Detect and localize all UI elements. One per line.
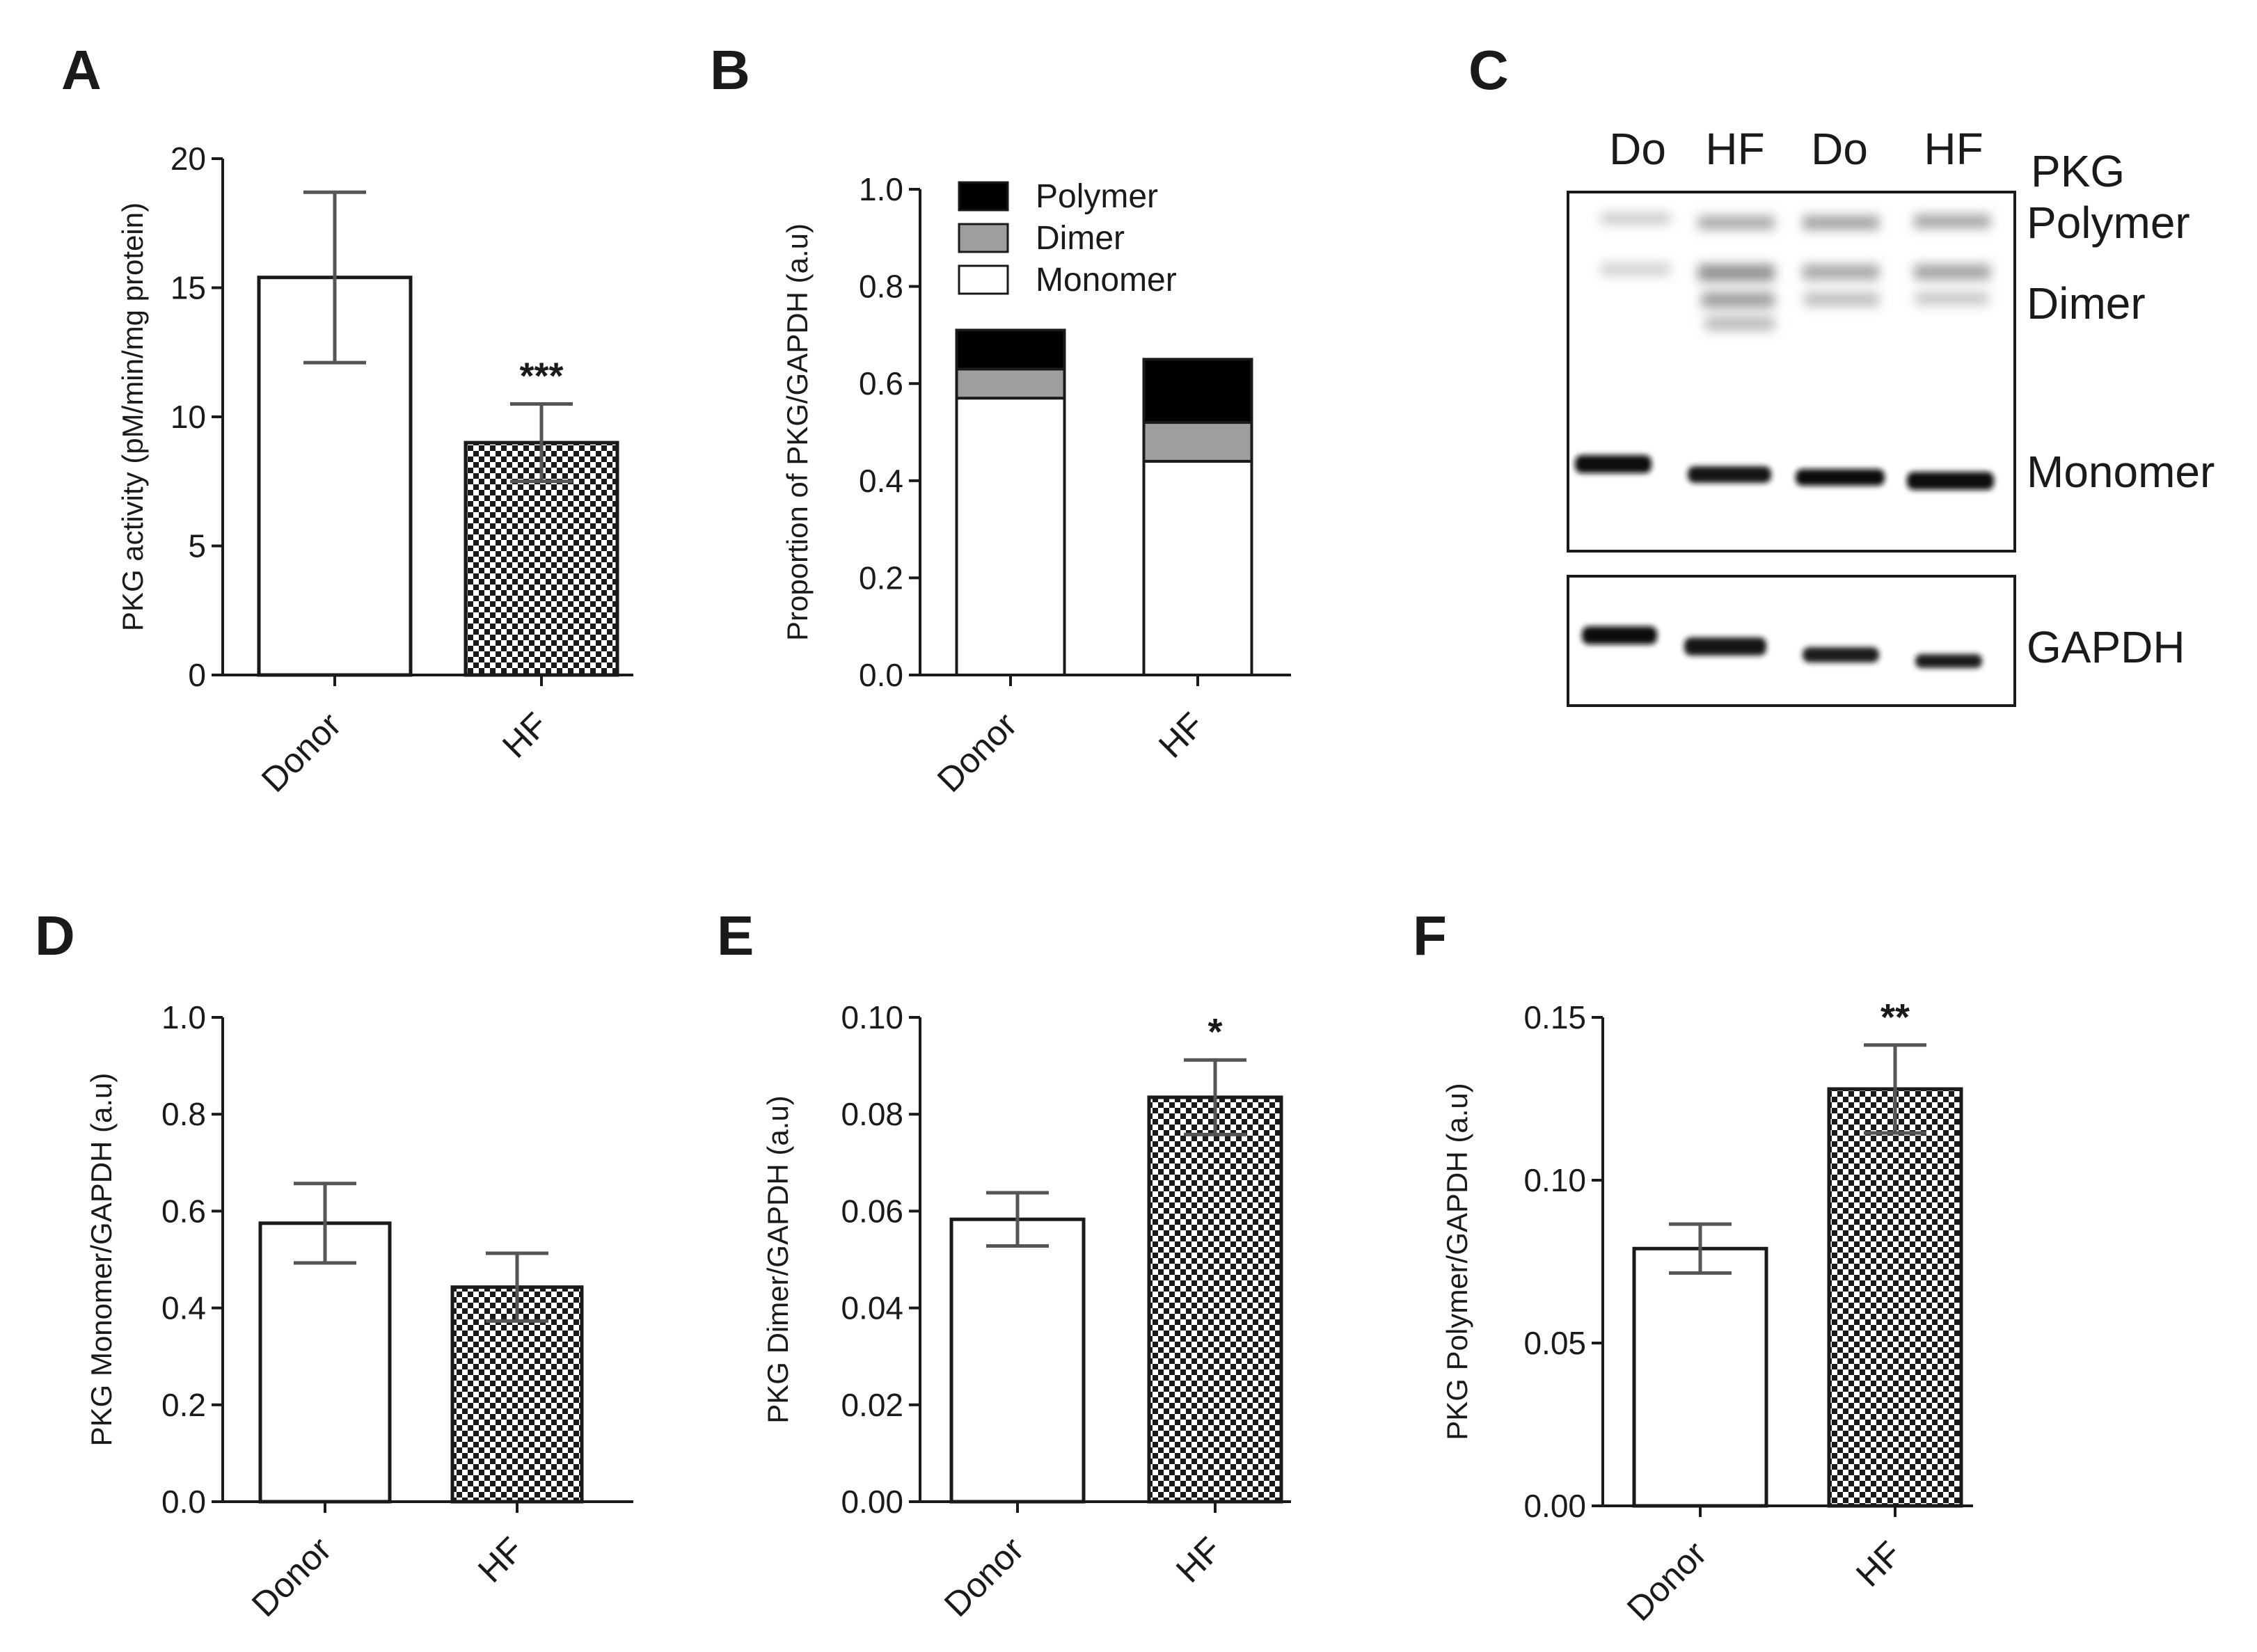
y-tick-label: 0.00	[841, 1484, 903, 1520]
lane-label-1: Do	[1609, 124, 1666, 174]
y-tick-label: 0.10	[841, 999, 903, 1035]
segment-monomer-donor	[955, 397, 1066, 676]
y-tick-label: 0.05	[1523, 1325, 1586, 1361]
y-tick-label: 0.0	[161, 1484, 206, 1520]
y-tick-label: 0.2	[161, 1387, 206, 1423]
y-tick-label: 0.8	[859, 269, 903, 305]
chart-b-proportion-stacked: 0.0 0.2 0.4 0.6 0.8 1.0 Proportion of PKG/GAPD…	[781, 171, 1291, 800]
y-tick-label: 0.0	[859, 657, 903, 693]
significance-marker: ***	[519, 355, 563, 397]
y-tick-label: 10	[171, 399, 206, 435]
legend-label-dimer: Dimer	[1036, 220, 1125, 257]
monomer-bands	[1575, 455, 1994, 490]
y-tick-label: 1.0	[161, 999, 206, 1035]
chart-a-pkg-activity: 0 5 10 15 20 PKG activity (pM/min/mg protein)…	[116, 141, 633, 800]
y-tick-label: 1.0	[859, 171, 903, 207]
blot-label-polymer: Polymer	[2027, 198, 2190, 248]
y-tick-label: 0	[188, 657, 206, 693]
panel-label-b: B	[710, 39, 750, 101]
y-tick-label: 0.00	[1523, 1488, 1586, 1524]
bar-donor	[949, 1217, 1086, 1504]
lane-label-4: HF	[1924, 124, 1983, 174]
bar-hf	[1827, 1087, 1963, 1508]
y-tick-label: 0.06	[841, 1193, 903, 1229]
y-axis-title: PKG Polymer/GAPDH (a.u)	[1441, 1083, 1473, 1440]
panel-label-e: E	[717, 905, 754, 967]
significance-marker: *	[1207, 1011, 1222, 1053]
segment-polymer-hf	[1142, 358, 1253, 424]
category-label-hf: HF	[495, 705, 555, 765]
bar-donor	[1632, 1246, 1768, 1508]
y-tick-label: 0.2	[859, 559, 903, 596]
y-tick-label: 0.02	[841, 1387, 903, 1423]
gapdh-bands	[1582, 626, 1982, 668]
legend-label-polymer: Polymer	[1036, 178, 1158, 215]
bar-donor	[258, 1221, 392, 1504]
panel-label-d: D	[35, 905, 75, 967]
lane-label-3: Do	[1811, 124, 1868, 174]
category-label-donor: Donor	[937, 1530, 1031, 1624]
chart-d-monomer: 0.0 0.2 0.4 0.6 0.8 1.0 PKG Monomer/GAPDH (a.u…	[85, 999, 633, 1624]
bar-hf	[1147, 1095, 1283, 1504]
y-axis-title: PKG Monomer/GAPDH (a.u)	[85, 1073, 118, 1447]
y-tick-label: 0.08	[841, 1096, 903, 1132]
legend-swatch-polymer	[958, 181, 1009, 212]
western-blot: Do HF Do HF	[1567, 124, 2215, 707]
segment-polymer-donor	[955, 328, 1066, 371]
blot-label-gapdh: GAPDH	[2027, 622, 2185, 672]
chart-e-dimer: 0.00 0.02 0.04 0.06 0.08 0.10 PKG Dimer/GAPDH …	[761, 999, 1291, 1624]
segment-dimer-donor	[955, 367, 1066, 400]
panel-label-a: A	[61, 39, 102, 101]
panel-label-f: F	[1413, 905, 1447, 967]
y-tick-label: 0.4	[859, 463, 903, 499]
category-label-hf: HF	[470, 1530, 531, 1590]
category-label-donor: Donor	[254, 705, 349, 800]
chart-f-polymer: 0.00 0.05 0.10 0.15 PKG Polymer/GAPDH (a.u) D…	[1441, 996, 1973, 1628]
polymer-bands	[1601, 213, 1990, 230]
y-tick-label: 0.15	[1523, 999, 1586, 1035]
dimer-bands	[1601, 263, 1990, 331]
legend-label-monomer: Monomer	[1036, 262, 1177, 299]
y-tick-label: 5	[188, 528, 206, 564]
blot-label-monomer: Monomer	[2027, 447, 2215, 497]
legend-swatch-monomer	[958, 264, 1009, 295]
y-tick-label: 15	[171, 270, 206, 306]
blot-label-dimer: Dimer	[2027, 278, 2146, 328]
y-tick-label: 0.4	[161, 1290, 206, 1326]
panel-label-c: C	[1468, 39, 1509, 101]
y-tick-label: 0.8	[161, 1096, 206, 1132]
significance-marker: **	[1880, 996, 1910, 1038]
category-label-hf: HF	[1151, 705, 1212, 765]
legend-swatch-dimer	[958, 223, 1009, 253]
category-label-donor: Donor	[1620, 1534, 1714, 1628]
y-tick-label: 0.10	[1523, 1162, 1586, 1198]
category-label-donor: Donor	[244, 1530, 339, 1624]
category-label-hf: HF	[1169, 1530, 1229, 1590]
y-tick-label: 0.6	[859, 365, 903, 402]
y-axis-title: Proportion of PKG/GAPDH (a.u)	[781, 223, 814, 641]
y-axis-title: PKG activity (pM/min/mg protein)	[116, 202, 149, 631]
pkg-blot-frame	[1567, 191, 2016, 553]
y-tick-label: 0.04	[841, 1290, 903, 1326]
y-tick-label: 20	[171, 141, 206, 177]
category-label-hf: HF	[1848, 1534, 1909, 1594]
category-label-donor: Donor	[930, 705, 1024, 800]
segment-dimer-hf	[1142, 421, 1253, 463]
y-axis-title: PKG Dimer/GAPDH (a.u)	[761, 1095, 794, 1423]
y-tick-label: 0.6	[161, 1193, 206, 1229]
lane-label-2: HF	[1705, 124, 1764, 174]
segment-monomer-hf	[1142, 459, 1253, 676]
blot-label-pkg: PKG	[2031, 146, 2125, 196]
